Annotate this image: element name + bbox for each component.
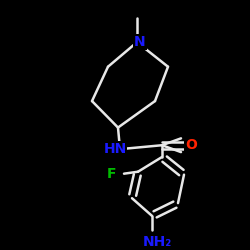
Text: HN: HN [104, 142, 127, 156]
Text: NH₂: NH₂ [142, 235, 172, 249]
Text: N: N [134, 35, 146, 49]
Text: O: O [185, 138, 197, 152]
Text: F: F [107, 167, 117, 181]
